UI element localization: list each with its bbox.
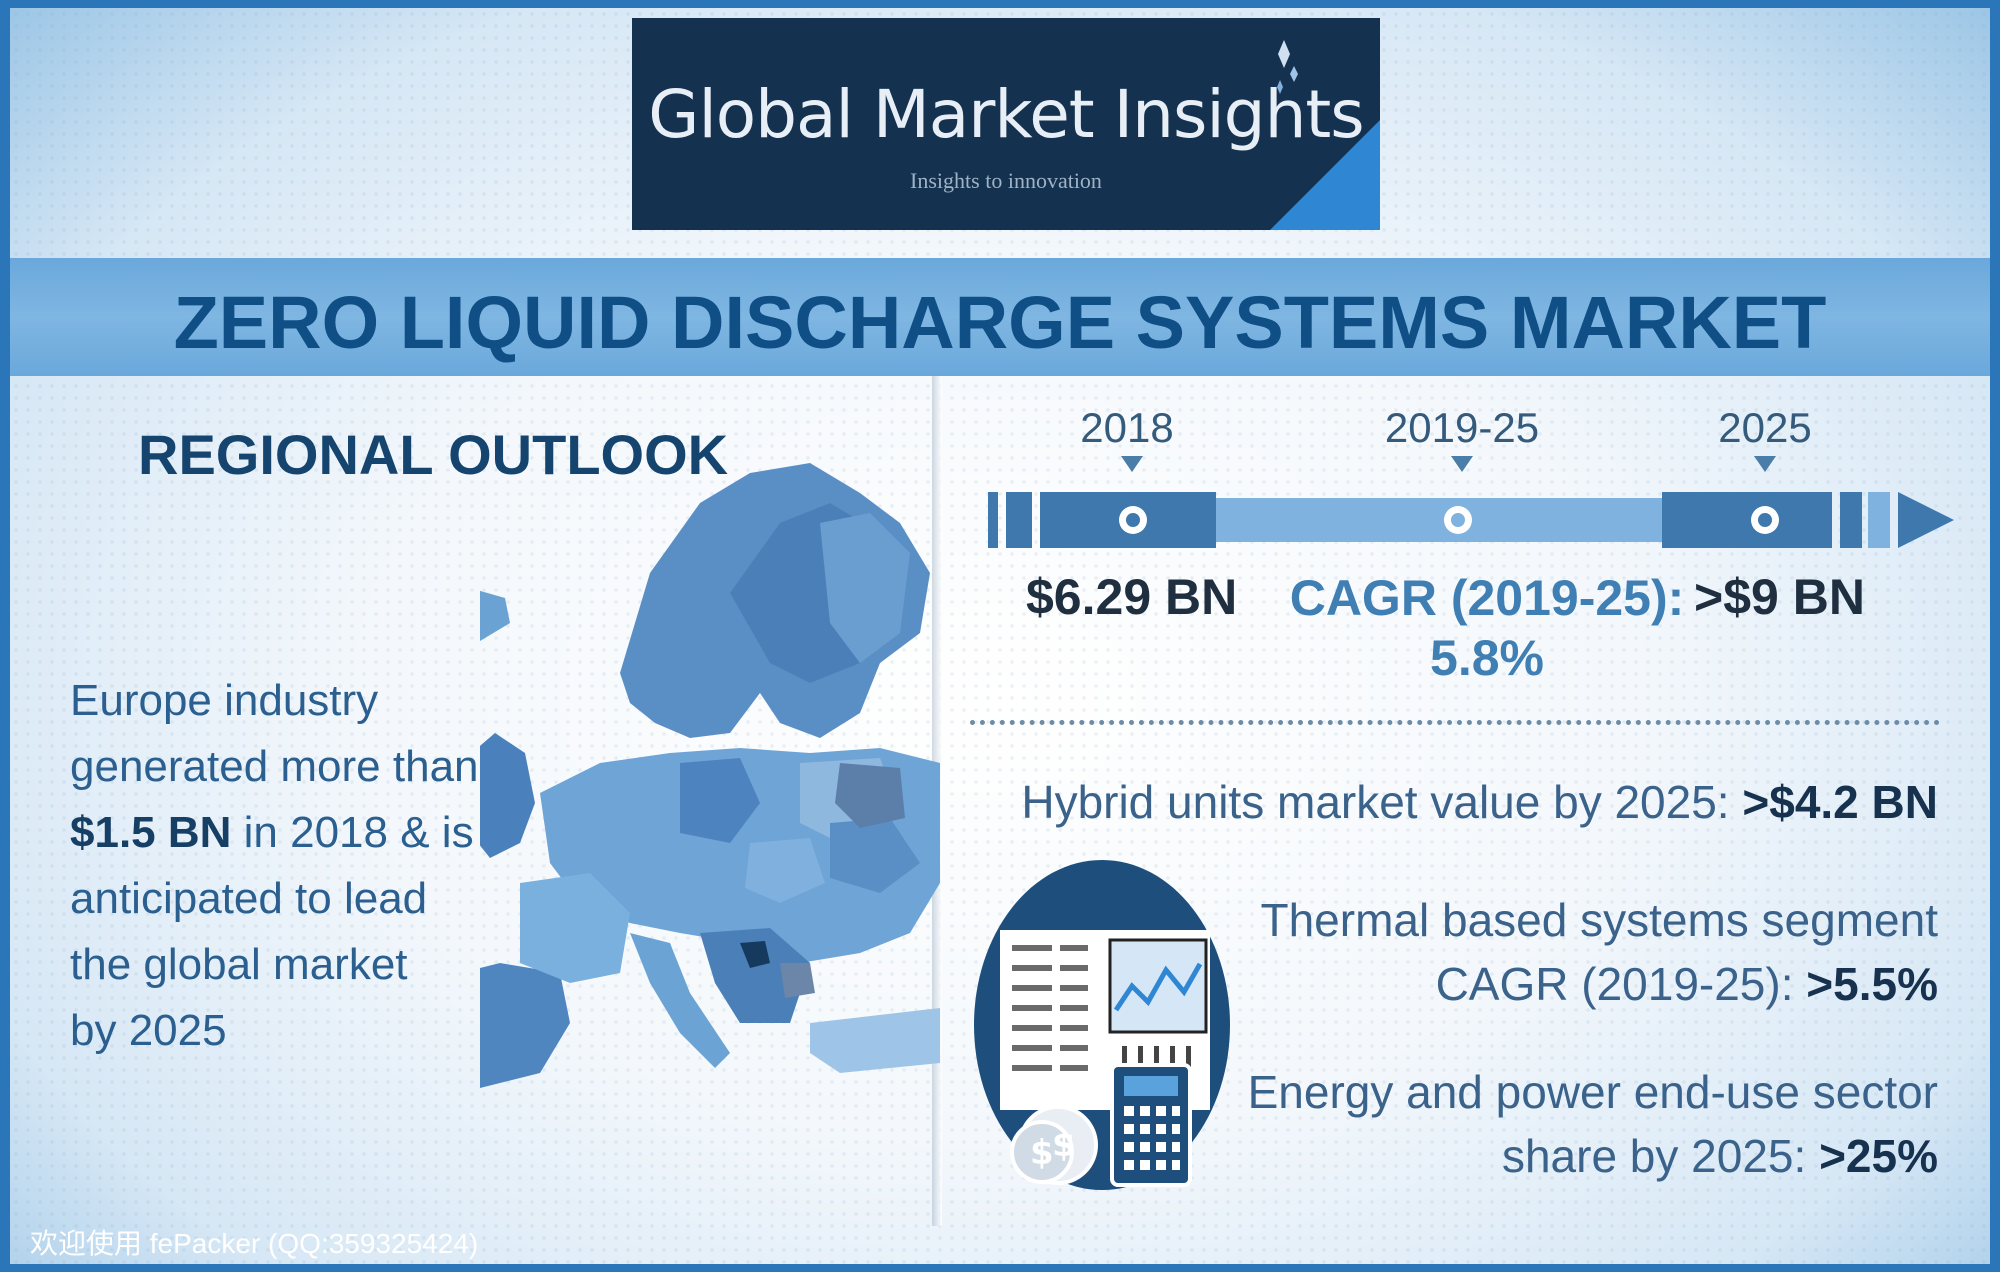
timeline-year-end: 2025 xyxy=(1718,404,1812,451)
stat-thermal-label: Thermal based systems segment xyxy=(1260,894,1939,946)
europe-text-line: $1.5 BN in 2018 & is xyxy=(70,800,530,866)
stat-energy-value: >25% xyxy=(1819,1130,1938,1182)
stat-hybrid-label: Hybrid units market value by 2025: xyxy=(1021,776,1743,828)
watermark-text: 欢迎使用 fePacker (QQ:359325424) xyxy=(30,1228,479,1259)
europe-text-line: Europe industry xyxy=(70,676,379,725)
stat-thermal-line2: CAGR (2019-25): >5.5% xyxy=(1261,952,1938,1016)
europe-text-line: the global market xyxy=(70,940,408,989)
europe-map-icon xyxy=(480,463,940,1088)
stat-energy-label-2: share by 2025: xyxy=(1501,1130,1820,1182)
timeline-marker-end xyxy=(1754,456,1776,472)
infographic-canvas: Global Market Insights Insights to innov… xyxy=(10,8,1990,1264)
europe-text-line: generated more than xyxy=(70,742,479,791)
page-title: ZERO LIQUID DISCHARGE SYSTEMS MARKET xyxy=(173,281,1827,364)
europe-text-fragment: in 2018 & is xyxy=(231,808,474,857)
logo-corner-accent xyxy=(1270,120,1380,230)
europe-text-line: by 2025 xyxy=(70,1006,227,1055)
svg-text:$: $ xyxy=(1030,1133,1054,1173)
timeline-marker-start xyxy=(1121,456,1143,472)
timeline-year-mid: 2019-25 xyxy=(1384,404,1540,451)
logo-sparkle-icon xyxy=(1277,40,1298,94)
timeline-cagr: CAGR (2019-25): 5.8% xyxy=(1282,568,1692,688)
timeline-value-start: $6.29 BN xyxy=(1026,569,1238,625)
timeline-marker-mid xyxy=(1451,456,1473,472)
logo-title: Global Market Insights xyxy=(648,76,1364,153)
logo-tagline: Insights to innovation xyxy=(910,168,1102,193)
title-band: ZERO LIQUID DISCHARGE SYSTEMS MARKET xyxy=(10,258,1990,376)
dotted-separator xyxy=(970,720,1940,725)
cagr-value: 5.8% xyxy=(1430,630,1544,686)
cagr-label: CAGR (2019-25): xyxy=(1289,570,1685,626)
stat-energy-line2: share by 2025: >25% xyxy=(1248,1124,1938,1188)
stat-energy: Energy and power end-use sector share by… xyxy=(1248,1060,1938,1188)
timeline-year-start: 2018 xyxy=(1080,404,1174,451)
timeline-bar xyxy=(988,492,1954,548)
stat-energy-label: Energy and power end-use sector xyxy=(1247,1066,1938,1118)
svg-text:$: $ xyxy=(1052,1125,1076,1165)
stat-hybrid: Hybrid units market value by 2025: >$4.2… xyxy=(1021,770,1938,834)
europe-description: Europe industry generated more than $1.5… xyxy=(70,668,530,1064)
stat-thermal-value: >5.5% xyxy=(1806,958,1938,1010)
stat-hybrid-value: >$4.2 BN xyxy=(1742,776,1938,828)
stat-thermal-label-2: CAGR (2019-25): xyxy=(1435,958,1807,1010)
timeline-value-end: >$9 BN xyxy=(1694,569,1865,625)
stat-thermal: Thermal based systems segment CAGR (2019… xyxy=(1261,888,1939,1016)
europe-text-line: anticipated to lead xyxy=(70,874,428,923)
logo: Global Market Insights Insights to innov… xyxy=(632,18,1380,230)
regional-outlook-heading: REGIONAL OUTLOOK xyxy=(138,423,729,486)
europe-value: $1.5 BN xyxy=(70,808,232,857)
finance-report-calculator-icon: $ $ xyxy=(974,860,1230,1190)
